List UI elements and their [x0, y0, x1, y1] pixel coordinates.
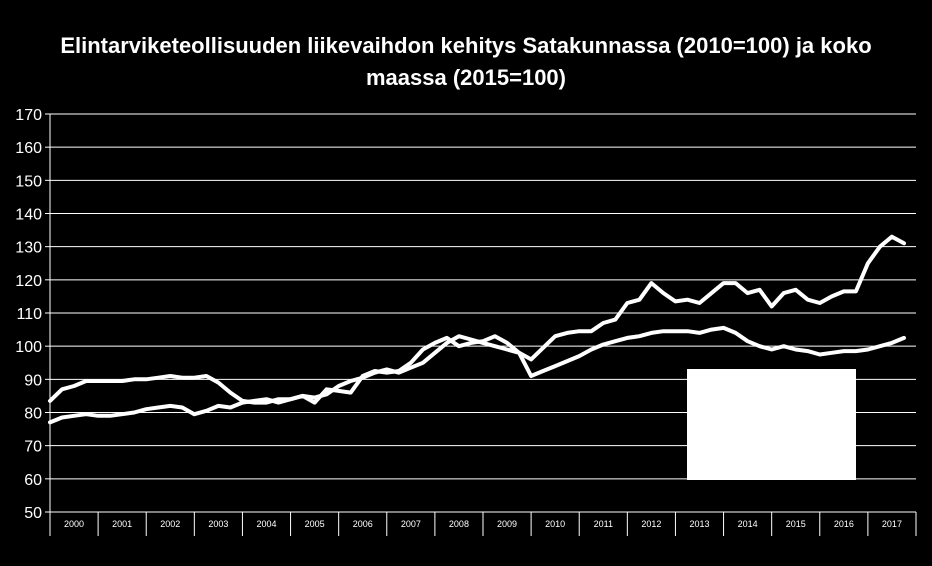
x-tick-label: 2005 — [305, 519, 325, 529]
x-tick-label: 2010 — [545, 519, 565, 529]
x-tick-label: 2013 — [689, 519, 709, 529]
x-tick-label: 2016 — [834, 519, 854, 529]
x-tick-label: 2001 — [112, 519, 132, 529]
x-tick-label: 2009 — [497, 519, 517, 529]
y-tick-label: 130 — [15, 240, 42, 257]
x-tick-label: 2014 — [738, 519, 758, 529]
x-tick-label: 2011 — [594, 519, 613, 529]
y-tick-label: 110 — [16, 306, 42, 323]
x-tick-label: 2006 — [353, 519, 373, 529]
y-tick-label: 50 — [24, 505, 42, 522]
x-tick-label: 2007 — [401, 519, 421, 529]
x-tick-label: 2000 — [64, 519, 84, 529]
y-tick-label: 170 — [15, 107, 42, 124]
y-tick-label: 60 — [24, 472, 42, 489]
x-tick-label: 2002 — [160, 519, 180, 529]
y-tick-label: 150 — [15, 173, 42, 190]
x-tick-label: 2008 — [449, 519, 469, 529]
y-tick-label: 120 — [15, 273, 42, 290]
series-lines — [48, 234, 906, 425]
y-tick-label: 70 — [24, 439, 42, 456]
y-tick-label: 140 — [15, 207, 42, 224]
overlay-box — [687, 369, 856, 480]
x-tick-label: 2003 — [208, 519, 228, 529]
series-line-2 — [48, 234, 906, 405]
chart-title-line-1: Elintarviketeollisuuden liikevaihdon keh… — [60, 33, 872, 58]
x-tick-label: 2012 — [641, 519, 661, 529]
x-tick-label: 2017 — [882, 519, 902, 529]
y-tick-label: 90 — [24, 372, 42, 389]
y-tick-label: 160 — [15, 140, 42, 157]
chart-title-line-2: maassa (2015=100) — [366, 65, 566, 90]
x-axis-ticks: 2000 2001 2002 2003 2004 2005 2006 2007 2008 2009… — [49, 512, 917, 536]
y-tick-label: 80 — [24, 406, 42, 423]
chart-title: Elintarviketeollisuuden liikevaihdon keh… — [0, 30, 932, 94]
y-tick-label: 100 — [15, 339, 42, 356]
y-axis-ticks: 50 60 70 80 90 100 110 120 130 140 150 160 170 — [15, 107, 50, 522]
x-tick-label: 2004 — [256, 519, 276, 529]
x-tick-label: 2015 — [786, 519, 806, 529]
